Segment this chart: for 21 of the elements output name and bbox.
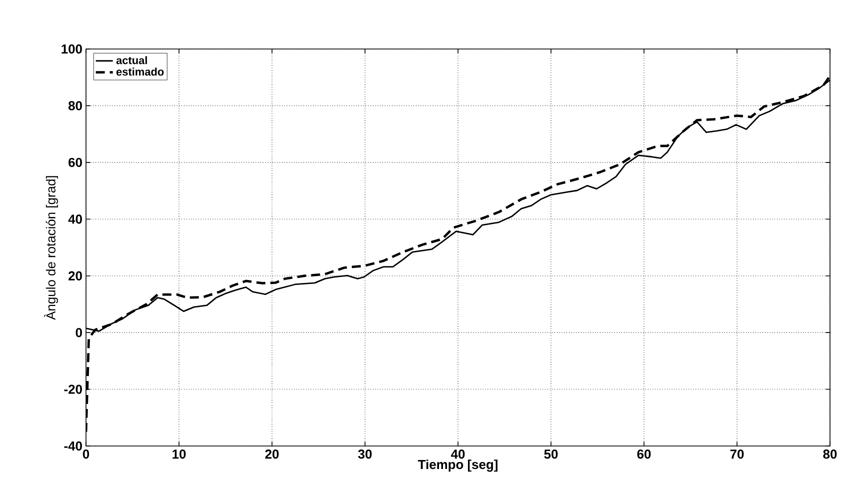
y-axis-title: Àngulo de rotación [grad] bbox=[44, 176, 58, 320]
x-tick-label: 70 bbox=[730, 450, 744, 459]
y-tick-label: 0 bbox=[76, 328, 82, 338]
y-tick-label: 100 bbox=[62, 44, 82, 54]
x-tick-label: 10 bbox=[172, 450, 186, 459]
legend-label: actual bbox=[116, 56, 147, 64]
legend-label: estimado bbox=[116, 68, 164, 76]
x-tick-label: 20 bbox=[265, 450, 279, 459]
y-tick-label: 80 bbox=[68, 101, 82, 110]
x-tick-label: 30 bbox=[358, 450, 372, 459]
x-tick-label: 50 bbox=[544, 450, 558, 459]
x-tick-label: 0 bbox=[82, 450, 90, 459]
y-tick-label: -40 bbox=[64, 441, 82, 451]
y-tick-label: -20 bbox=[64, 384, 82, 394]
x-axis-title: Tiempo [seg] bbox=[418, 460, 498, 472]
y-tick-label: 20 bbox=[68, 271, 82, 280]
x-tick-label: 60 bbox=[637, 450, 651, 459]
x-tick-label: 40 bbox=[451, 450, 465, 459]
y-tick-label: 40 bbox=[68, 214, 82, 224]
x-tick-label: 80 bbox=[823, 450, 837, 459]
y-tick-label: 60 bbox=[68, 158, 82, 168]
